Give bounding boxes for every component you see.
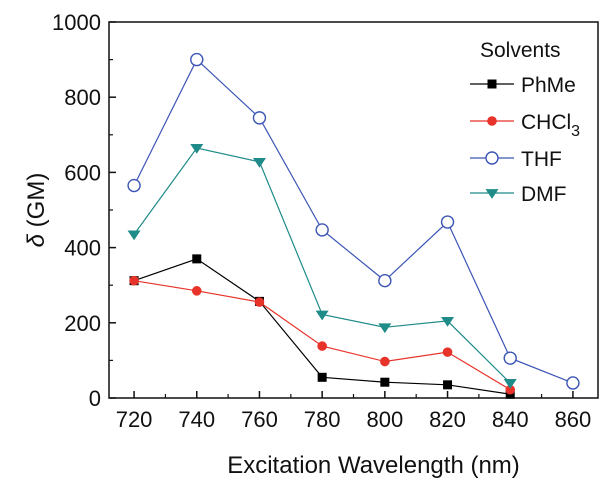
x-tick-label: 760 [241,407,278,432]
x-tick-label: 840 [492,407,529,432]
data-point [129,275,139,286]
y-tick-label: 200 [64,311,101,336]
data-point [191,286,202,296]
data-point [503,351,517,365]
data-point [378,273,392,288]
data-point [190,144,204,154]
x-tick-label: 740 [178,407,215,432]
data-point [315,223,329,237]
data-point [127,178,141,193]
data-point [315,310,329,321]
legend-title: Solvents [480,39,561,62]
data-point [380,377,390,387]
series-phme [129,254,515,399]
legend-label: THF [521,148,562,171]
series-dmf [127,144,517,389]
legend-marker [487,116,497,126]
data-point [503,379,517,389]
legend: Solvents PhMe CHCl3 THF DMF [470,39,580,206]
legend-label: DMF [521,183,567,206]
y-axis-unit: (GM) [23,173,50,228]
data-point [441,317,455,327]
y-tick-label: 1000 [52,10,101,35]
y-tick-label: 400 [64,236,101,261]
x-tick-label: 780 [304,407,341,432]
x-tick-label: 860 [555,407,592,432]
legend-entry: PhMe [470,74,576,97]
data-point [566,376,580,390]
legend-marker [485,151,499,165]
data-point [505,384,516,395]
axes: 720 740 760 780 800 820 840 860 0 200 400 600 800 100… [52,10,599,432]
data-point [380,356,390,367]
data-point [440,215,455,229]
legend-marker [487,79,497,89]
data-point [190,52,204,67]
series-line [133,58,574,384]
legend-label: PhMe [521,74,576,97]
legend-entry: THF [470,148,562,171]
data-point [252,157,266,168]
y-axis-title: δ (GM) [23,173,50,248]
data-point [252,111,267,125]
data-point [254,297,265,307]
legend-entry: DMF [470,183,567,206]
plot-series [127,52,580,399]
x-axis-title: Excitation Wavelength (nm) [227,452,520,479]
data-point [192,254,202,264]
y-tick-label: 0 [89,386,101,411]
x-tick-label: 820 [429,407,466,432]
series-thf [127,52,580,390]
data-point [378,323,392,334]
legend-label: CHCl3 [521,111,580,140]
x-tick-label: 720 [116,407,153,432]
y-axis-symbol: δ [23,233,50,247]
data-point [317,372,327,382]
legend-label-subscript: 3 [571,123,580,140]
x-tick-label: 800 [366,407,403,432]
data-point [443,380,453,390]
legend-entry: CHCl3 [470,111,580,140]
y-tick-label: 800 [64,85,101,110]
data-point [442,347,453,357]
legend-marker [485,189,499,199]
series-chcl [129,275,516,395]
y-tick-label: 600 [64,160,101,185]
data-point [317,341,327,351]
data-point [127,230,141,241]
